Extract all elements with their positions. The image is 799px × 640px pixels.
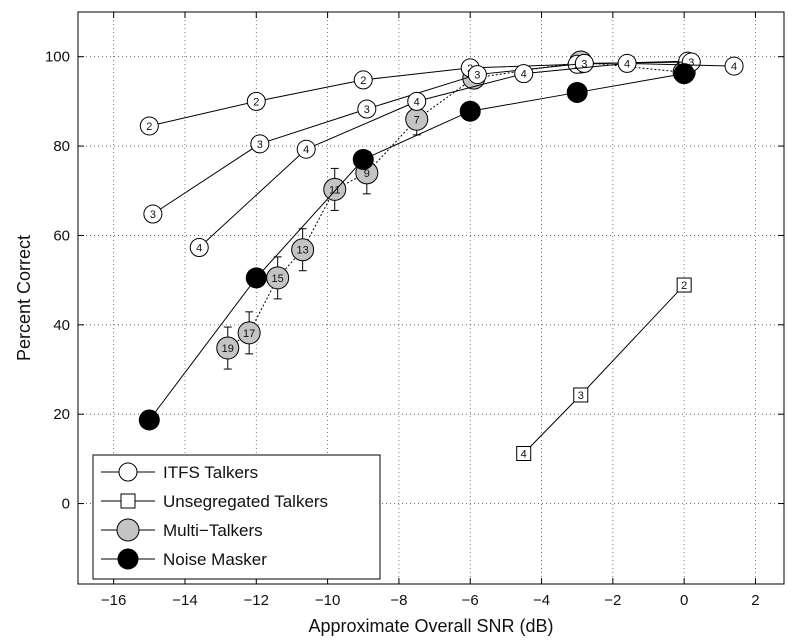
legend-marker bbox=[118, 462, 138, 482]
series-itfs: 4 4 4 4 4 4 bbox=[189, 53, 744, 258]
data-point bbox=[237, 321, 261, 345]
series-layer: 191715131197532432222222333333444444 bbox=[138, 50, 744, 462]
point-label: 7 bbox=[414, 114, 420, 126]
data-point bbox=[459, 100, 481, 122]
data-point bbox=[296, 139, 316, 159]
y-tick-label: 100 bbox=[45, 49, 70, 66]
data-point bbox=[143, 204, 163, 224]
x-tick-label: −14 bbox=[172, 592, 197, 609]
x-tick-label: 0 bbox=[680, 592, 688, 609]
data-point bbox=[467, 65, 487, 85]
data-point bbox=[516, 446, 532, 462]
x-tick-label: 2 bbox=[751, 592, 759, 609]
data-point bbox=[323, 177, 347, 201]
data-point bbox=[676, 277, 692, 293]
point-label: 3 bbox=[474, 70, 480, 82]
point-label: 19 bbox=[222, 343, 234, 355]
point-label: 3 bbox=[150, 209, 156, 221]
legend-item: Noise Masker bbox=[101, 548, 267, 570]
legend-marker bbox=[116, 518, 140, 542]
point-label: 3 bbox=[578, 390, 584, 402]
point-label: 2 bbox=[681, 280, 687, 292]
point-label: 2 bbox=[360, 75, 366, 87]
point-label: 4 bbox=[196, 243, 202, 255]
x-tick-label: −10 bbox=[315, 592, 340, 609]
legend-item: Unsegregated Talkers bbox=[101, 492, 328, 511]
point-label: 2 bbox=[253, 96, 259, 108]
point-label: 4 bbox=[521, 449, 527, 461]
data-point bbox=[566, 81, 588, 103]
x-axis-title: Approximate Overall SNR (dB) bbox=[308, 616, 553, 636]
y-tick-label: 60 bbox=[53, 227, 70, 244]
legend: ITFS Talkers Unsegregated Talkers Multi−Ta… bbox=[92, 454, 381, 580]
y-tick-label: 0 bbox=[62, 496, 70, 513]
point-label: 4 bbox=[414, 96, 420, 108]
data-point bbox=[216, 336, 240, 360]
legend-marker bbox=[120, 493, 136, 509]
point-label: 4 bbox=[624, 58, 630, 70]
series-line bbox=[149, 60, 688, 127]
point-label: 9 bbox=[364, 168, 370, 180]
point-label: 4 bbox=[731, 61, 737, 73]
x-tick-label: −2 bbox=[604, 592, 621, 609]
data-point bbox=[357, 99, 377, 119]
data-point bbox=[724, 56, 744, 76]
series-line bbox=[152, 61, 692, 215]
data-point bbox=[139, 116, 159, 136]
point-label: 15 bbox=[272, 273, 284, 285]
data-point bbox=[353, 70, 373, 90]
y-tick-label: 40 bbox=[53, 317, 70, 334]
x-tick-label: −16 bbox=[101, 592, 126, 609]
legend-label: Noise Masker bbox=[163, 550, 267, 569]
series-line bbox=[523, 284, 685, 454]
point-label: 4 bbox=[303, 144, 309, 156]
point-label: 2 bbox=[146, 121, 152, 133]
data-point bbox=[617, 53, 637, 73]
series-line bbox=[198, 62, 735, 248]
data-point bbox=[189, 238, 209, 258]
x-tick-label: −8 bbox=[390, 592, 407, 609]
data-point bbox=[250, 134, 270, 154]
point-label: 3 bbox=[688, 57, 694, 69]
data-point bbox=[291, 238, 315, 262]
legend-marker bbox=[117, 548, 139, 570]
series-multi: 191715131197532 bbox=[216, 50, 696, 370]
point-label: 3 bbox=[257, 139, 263, 151]
y-tick-label: 20 bbox=[53, 406, 70, 423]
series-noise bbox=[138, 63, 695, 431]
legend-label: Unsegregated Talkers bbox=[163, 492, 328, 511]
series-unseg: 4 3 2 bbox=[516, 277, 692, 462]
plot-frame bbox=[77, 11, 785, 585]
data-point bbox=[573, 387, 589, 403]
data-point bbox=[514, 64, 534, 84]
x-tick-label: −6 bbox=[462, 592, 479, 609]
series-itfs: 3 3 3 3 3 3 bbox=[143, 52, 701, 224]
series-line bbox=[227, 61, 685, 349]
data-point bbox=[407, 91, 427, 111]
data-point bbox=[245, 267, 267, 289]
point-label: 3 bbox=[581, 58, 587, 70]
legend-item: Multi−Talkers bbox=[101, 518, 263, 542]
data-point bbox=[352, 148, 374, 170]
x-tick-label: −4 bbox=[533, 592, 550, 609]
point-label: 3 bbox=[364, 104, 370, 116]
data-point bbox=[673, 63, 695, 85]
data-point bbox=[246, 91, 266, 111]
data-point bbox=[138, 409, 160, 431]
y-axis-title: Percent Correct bbox=[14, 235, 34, 361]
legend-box bbox=[92, 454, 381, 580]
x-tick-label: −12 bbox=[244, 592, 269, 609]
legend-label: ITFS Talkers bbox=[163, 463, 258, 482]
point-label: 4 bbox=[521, 69, 527, 81]
series-line bbox=[148, 73, 685, 421]
legend-item: ITFS Talkers bbox=[101, 462, 258, 482]
point-label: 17 bbox=[243, 328, 255, 340]
y-tick-label: 80 bbox=[53, 138, 70, 155]
legend-label: Multi−Talkers bbox=[163, 521, 263, 540]
point-label: 13 bbox=[297, 245, 309, 257]
